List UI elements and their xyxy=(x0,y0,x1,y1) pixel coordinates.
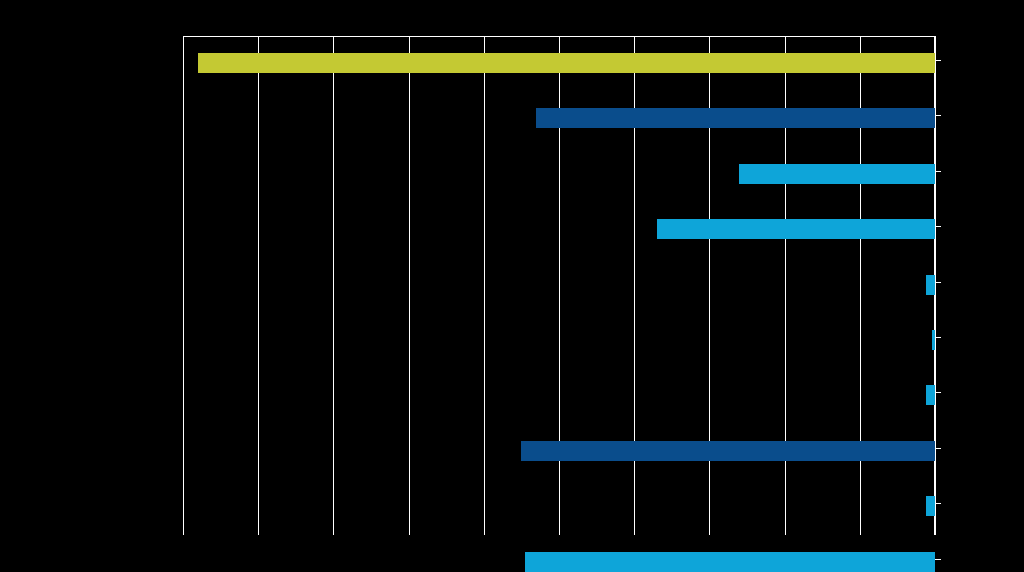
axis-tick xyxy=(935,171,941,172)
bar xyxy=(536,108,935,128)
bar xyxy=(926,496,935,516)
gridline xyxy=(333,36,334,535)
bar xyxy=(739,164,935,184)
axis-tick xyxy=(935,503,941,504)
bar xyxy=(198,53,935,73)
bar xyxy=(926,275,935,295)
axis-tick xyxy=(935,282,941,283)
axis-tick xyxy=(935,337,941,338)
gridline xyxy=(409,36,410,535)
plot-area xyxy=(183,36,935,535)
gridline xyxy=(935,36,936,535)
bar xyxy=(521,441,935,461)
bar xyxy=(657,219,935,239)
axis-tick xyxy=(935,115,941,116)
gridline xyxy=(258,36,259,535)
axis-tick xyxy=(935,559,941,560)
horizontal-bar-chart xyxy=(183,36,935,535)
bar xyxy=(926,385,935,405)
bar xyxy=(932,330,935,350)
axis-tick xyxy=(935,448,941,449)
axis-tick xyxy=(935,60,941,61)
axis-tick xyxy=(935,226,941,227)
axis-tick xyxy=(935,392,941,393)
gridline xyxy=(183,36,184,535)
gridline xyxy=(484,36,485,535)
